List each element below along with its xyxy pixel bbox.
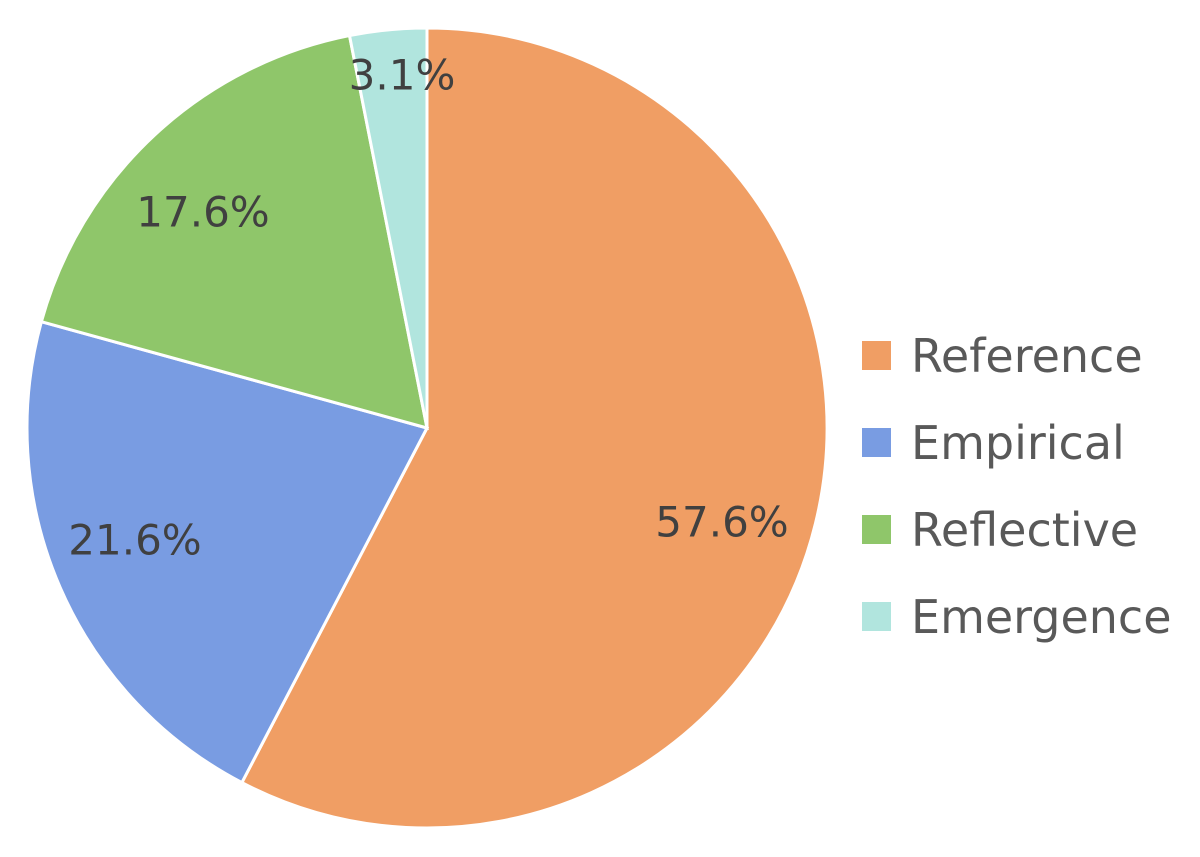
pie-slice-reference	[239, 26, 829, 830]
data-label-emergence: 3.1%	[348, 50, 456, 100]
legend-label: Reference	[911, 328, 1143, 383]
pie-chart	[25, 26, 829, 830]
legend-item-empirical: Empirical	[862, 399, 1172, 486]
legend-label: Empirical	[911, 415, 1125, 470]
legend-item-reflective: Reflective	[862, 486, 1172, 573]
legend-swatch-reference	[862, 341, 891, 370]
legend-label: Reflective	[911, 502, 1139, 557]
pie-slice-empirical	[25, 319, 430, 785]
data-label-empirical: 21.6%	[68, 515, 202, 565]
data-label-reference: 57.6%	[655, 497, 789, 547]
legend-swatch-empirical	[862, 428, 891, 457]
legend: Reference Empirical Reflective Emergence	[862, 312, 1172, 660]
pie-slice-reflective	[39, 33, 429, 431]
data-label-reflective: 17.6%	[136, 187, 270, 237]
legend-item-reference: Reference	[862, 312, 1172, 399]
pie-slice-emergence	[347, 26, 429, 429]
legend-item-emergence: Emergence	[862, 573, 1172, 660]
legend-swatch-reflective	[862, 515, 891, 544]
legend-label: Emergence	[911, 589, 1172, 644]
legend-swatch-emergence	[862, 602, 891, 631]
